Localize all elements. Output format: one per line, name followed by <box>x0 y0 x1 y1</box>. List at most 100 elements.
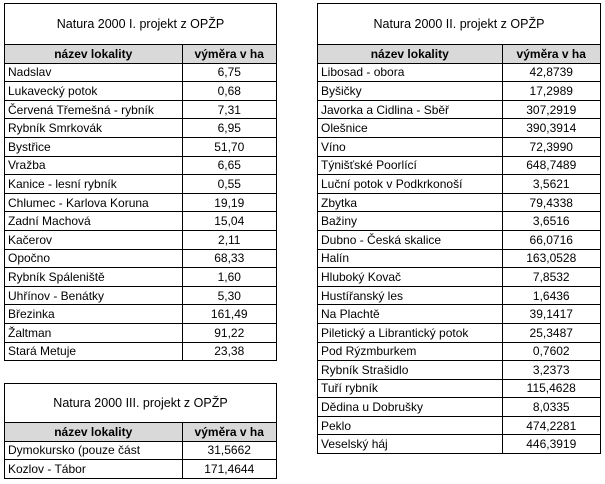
table-title: Natura 2000 I. projekt z OPŽP <box>56 17 225 31</box>
locality-area: 19,19 <box>181 192 276 213</box>
table-row: Pod Rýzmburkem 0,7602 <box>318 341 600 362</box>
table-row: Stará Metuje 23,38 <box>5 341 276 361</box>
locality-name: Červená Třemešná - rybník <box>5 99 183 120</box>
table-natura-3: Natura 2000 III. projekt z OPŽP název lo… <box>4 383 277 479</box>
locality-area: 3,6516 <box>501 211 600 231</box>
locality-name: Bystřice <box>5 136 183 157</box>
locality-name: Dymokursko (pouze část <box>5 440 183 461</box>
locality-area: 3,2373 <box>501 360 600 380</box>
locality-area: 161,49 <box>181 304 276 324</box>
table-row: Halín 163,0528 <box>318 248 600 269</box>
table-row: Hluboký Kovač 7,8532 <box>318 267 600 287</box>
locality-area: 31,5662 <box>181 440 276 461</box>
table-row: Hustířanský les 1,6436 <box>318 285 600 306</box>
table-natura-2: Natura 2000 II. projekt z OPŽP název lok… <box>317 3 601 455</box>
header-row: název lokality výměra v ha <box>318 44 600 64</box>
locality-name: Vražba <box>5 155 183 176</box>
column-header-area: výměra v ha <box>181 422 276 442</box>
column-header-name: název lokality <box>318 44 503 64</box>
locality-name: Libosad - obora <box>318 62 503 83</box>
locality-name: Hluboký Kovač <box>318 267 503 287</box>
column-header-area: výměra v ha <box>501 44 600 64</box>
locality-area: 2,11 <box>181 229 276 250</box>
locality-name: Opočno <box>5 248 183 269</box>
locality-area: 8,0335 <box>501 397 600 417</box>
column-header-name: název lokality <box>5 422 183 442</box>
locality-name: Bažiny <box>318 211 503 231</box>
locality-name: Stará Metuje <box>5 341 183 361</box>
locality-area: 42,8739 <box>501 62 600 83</box>
table-row: Nadslav 6,75 <box>5 62 276 83</box>
locality-area: 171,4644 <box>181 459 276 478</box>
locality-name: Uhřínov - Benátky <box>5 285 183 306</box>
locality-area: 72,3990 <box>501 136 600 157</box>
table-row: Bažiny 3,6516 <box>318 211 600 231</box>
table-row: Peklo 474,2281 <box>318 415 600 436</box>
locality-name: Kanice - lesní rybník <box>5 174 183 194</box>
locality-name: Zbytka <box>318 192 503 213</box>
locality-name: Rybník Strašidlo <box>318 360 503 380</box>
table-row: Dubno - Česká skalice 66,0716 <box>318 229 600 250</box>
table-row: Červená Třemešná - rybník 7,31 <box>5 99 276 120</box>
table-row: Na Plachtě 39,1417 <box>318 304 600 324</box>
locality-area: 7,31 <box>181 99 276 120</box>
data-table: název lokality výměra v ha Libosad - obo… <box>318 44 600 454</box>
locality-name: Piletický a Librantický potok <box>318 322 503 343</box>
locality-area: 6,75 <box>181 62 276 83</box>
locality-name: Nadslav <box>5 62 183 83</box>
locality-name: Hustířanský les <box>318 285 503 306</box>
header-row: název lokality výměra v ha <box>5 422 276 442</box>
table-row: Byšičky 17,2989 <box>318 81 600 101</box>
table-row: Rybník Smrkovák 6,95 <box>5 118 276 138</box>
table-row: Chlumec - Karlova Koruna 19,19 <box>5 192 276 213</box>
locality-area: 66,0716 <box>501 229 600 250</box>
locality-area: 0,68 <box>181 81 276 101</box>
locality-name: Olešnice <box>318 118 503 138</box>
locality-area: 307,2919 <box>501 99 600 120</box>
locality-name: Byšičky <box>318 81 503 101</box>
table-row: Veselský háj 446,3919 <box>318 434 600 454</box>
locality-area: 6,65 <box>181 155 276 176</box>
table-row: Kanice - lesní rybník 0,55 <box>5 174 276 194</box>
table-row: Libosad - obora 42,8739 <box>318 62 600 83</box>
locality-name: Rybník Smrkovák <box>5 118 183 138</box>
locality-area: 51,70 <box>181 136 276 157</box>
locality-name: Dědina u Dobrušky <box>318 397 503 417</box>
locality-area: 39,1417 <box>501 304 600 324</box>
locality-area: 6,95 <box>181 118 276 138</box>
locality-name: Žaltman <box>5 322 183 343</box>
locality-area: 25,3487 <box>501 322 600 343</box>
locality-area: 7,8532 <box>501 267 600 287</box>
header-row: název lokality výměra v ha <box>5 44 276 64</box>
locality-area: 5,30 <box>181 285 276 306</box>
table-row: Rybník Spáleniště 1,60 <box>5 267 276 287</box>
locality-area: 0,7602 <box>501 341 600 362</box>
table-row: Zadní Machová 15,04 <box>5 211 276 231</box>
table-natura-1: Natura 2000 I. projekt z OPŽP název loka… <box>4 3 277 362</box>
locality-name: Veselský háj <box>318 434 503 454</box>
locality-name: Dubno - Česká skalice <box>318 229 503 250</box>
table-row: Týnišťské Poorlící 648,7489 <box>318 155 600 176</box>
locality-area: 0,55 <box>181 174 276 194</box>
table-row: Tuří rybník 115,4628 <box>318 378 600 399</box>
locality-name: Peklo <box>318 415 503 436</box>
locality-area: 3,5621 <box>501 174 600 194</box>
locality-area: 15,04 <box>181 211 276 231</box>
locality-name: Kozlov - Tábor <box>5 459 183 478</box>
table-row: Uhřínov - Benátky 5,30 <box>5 285 276 306</box>
locality-name: Pod Rýzmburkem <box>318 341 503 362</box>
table-row: Kozlov - Tábor 171,4644 <box>5 459 276 478</box>
locality-name: Luční potok v Podkrkonoší <box>318 174 503 194</box>
table-row: Dědina u Dobrušky 8,0335 <box>318 397 600 417</box>
locality-name: Lukavecký potok <box>5 81 183 101</box>
data-table: název lokality výměra v ha Nadslav 6,75 Lu… <box>5 44 276 361</box>
table-row: Víno 72,3990 <box>318 136 600 157</box>
locality-name: Kačerov <box>5 229 183 250</box>
locality-area: 1,60 <box>181 267 276 287</box>
locality-area: 474,2281 <box>501 415 600 436</box>
locality-area: 79,4338 <box>501 192 600 213</box>
table-row: Opočno 68,33 <box>5 248 276 269</box>
table-row: Březinka 161,49 <box>5 304 276 324</box>
locality-name: Březinka <box>5 304 183 324</box>
column-header-name: název lokality <box>5 44 183 64</box>
